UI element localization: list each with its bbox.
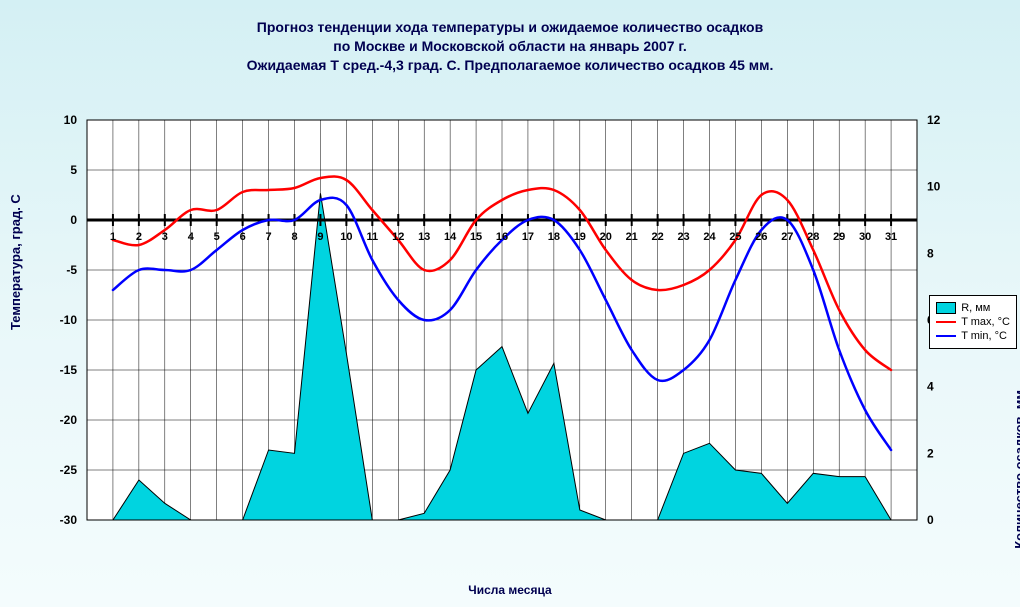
svg-text:-10: -10 (60, 313, 78, 327)
svg-text:-15: -15 (60, 363, 78, 377)
title-line-1: Прогноз тенденции хода температуры и ожи… (0, 18, 1020, 37)
title-line-3: Ожидаемая Т сред.-4,3 град. С. Предполаг… (0, 56, 1020, 75)
svg-text:20: 20 (600, 231, 612, 243)
svg-text:4: 4 (188, 231, 195, 243)
chart-title: Прогноз тенденции хода температуры и ожи… (0, 0, 1020, 75)
svg-text:-25: -25 (60, 463, 78, 477)
chart-svg: -30-25-20-15-10-505100246810121234567891… (87, 120, 917, 550)
x-axis-label: Числа месяца (0, 583, 1020, 597)
svg-text:10: 10 (64, 113, 78, 127)
svg-text:2: 2 (136, 231, 142, 243)
svg-text:2: 2 (927, 446, 934, 460)
legend-tmax-label: T max, °C (961, 316, 1010, 328)
tmin-swatch-icon (936, 335, 956, 337)
svg-text:10: 10 (927, 180, 941, 194)
svg-text:28: 28 (807, 231, 819, 243)
title-line-2: по Москве и Московской области на январь… (0, 37, 1020, 56)
svg-text:4: 4 (927, 380, 934, 394)
svg-text:26: 26 (755, 231, 767, 243)
svg-text:24: 24 (703, 231, 716, 243)
legend-item-tmin: T min, °C (936, 330, 1010, 342)
precip-swatch-icon (936, 302, 956, 314)
svg-text:31: 31 (885, 231, 897, 243)
svg-text:9: 9 (317, 231, 323, 243)
tmax-swatch-icon (936, 321, 956, 323)
svg-text:12: 12 (927, 113, 941, 127)
svg-text:16: 16 (496, 231, 508, 243)
svg-text:-5: -5 (66, 263, 77, 277)
svg-text:0: 0 (927, 513, 934, 527)
svg-text:19: 19 (574, 231, 586, 243)
y-axis-left-label: Температура, град. С (8, 194, 23, 330)
svg-text:27: 27 (781, 231, 793, 243)
svg-text:12: 12 (392, 231, 404, 243)
y-axis-right-label: Количество осадков, мм (1012, 390, 1020, 549)
svg-text:5: 5 (214, 231, 220, 243)
legend: R, мм T max, °C T min, °C (929, 295, 1017, 349)
svg-text:-30: -30 (60, 513, 78, 527)
svg-text:15: 15 (470, 231, 482, 243)
svg-text:3: 3 (162, 231, 168, 243)
svg-text:11: 11 (366, 231, 378, 243)
svg-text:6: 6 (240, 231, 246, 243)
svg-text:13: 13 (418, 231, 430, 243)
svg-text:8: 8 (927, 246, 934, 260)
plot-area: -30-25-20-15-10-505100246810121234567891… (87, 120, 917, 550)
svg-text:17: 17 (522, 231, 534, 243)
svg-text:30: 30 (859, 231, 871, 243)
svg-text:23: 23 (677, 231, 689, 243)
svg-text:22: 22 (652, 231, 664, 243)
legend-precip-label: R, мм (961, 302, 990, 314)
svg-text:14: 14 (444, 231, 457, 243)
svg-text:1: 1 (110, 231, 116, 243)
legend-tmin-label: T min, °C (961, 330, 1007, 342)
svg-text:18: 18 (548, 231, 560, 243)
legend-item-precip: R, мм (936, 302, 1010, 314)
svg-text:-20: -20 (60, 413, 78, 427)
svg-text:5: 5 (70, 163, 77, 177)
svg-text:29: 29 (833, 231, 845, 243)
svg-text:25: 25 (729, 231, 741, 243)
svg-text:21: 21 (626, 231, 638, 243)
svg-text:7: 7 (266, 231, 272, 243)
svg-text:8: 8 (291, 231, 297, 243)
legend-item-tmax: T max, °C (936, 316, 1010, 328)
svg-text:0: 0 (70, 213, 77, 227)
svg-text:10: 10 (340, 231, 352, 243)
